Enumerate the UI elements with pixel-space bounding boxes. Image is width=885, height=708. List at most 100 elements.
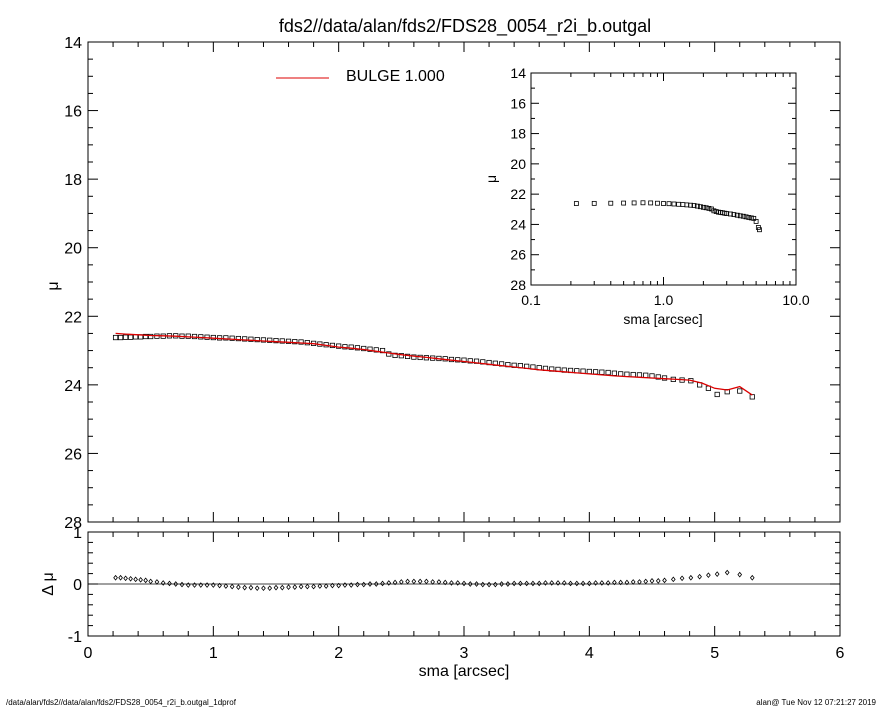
- main-data-point: [392, 352, 398, 358]
- main-data-point: [242, 336, 248, 342]
- inset-data-point: [737, 213, 743, 219]
- residual-data-point: [474, 581, 479, 587]
- inset-data-point: [573, 201, 579, 206]
- residual-data-point: [273, 584, 279, 591]
- inset-data-point: [694, 203, 700, 209]
- residual-data-point: [138, 577, 143, 583]
- residual-data-point: [286, 584, 291, 590]
- residual-data-point: [655, 578, 661, 584]
- residual-data-point: [637, 579, 642, 585]
- main-y-tick-label: 14: [64, 35, 82, 52]
- residual-data-point: [279, 584, 285, 591]
- inset-data-point: [734, 212, 740, 218]
- residual-data-point: [223, 583, 229, 589]
- residual-data-point: [449, 580, 454, 586]
- inset-data-point: [728, 211, 733, 217]
- inset-y-tick-label: 20: [510, 156, 526, 172]
- residual-data-point: [499, 581, 504, 587]
- residual-data-point: [749, 574, 755, 581]
- inset-panel: 14 16 18 20 22 24 26 280.1 1.0 10.0 μ sma [arcsec…: [483, 65, 810, 327]
- residual-data-point: [580, 580, 586, 587]
- residual-data-point: [380, 580, 385, 587]
- inset-data-point: [631, 200, 637, 206]
- residual-data-point: [192, 582, 197, 588]
- inset-data-point: [703, 205, 709, 211]
- main-data-point: [273, 338, 279, 344]
- main-data-point: [398, 353, 404, 359]
- residual-y-tick-label: -1: [68, 629, 82, 646]
- inset-data-point: [706, 205, 712, 211]
- main-y-tick-label: 16: [64, 104, 82, 121]
- main-data-point: [223, 335, 229, 341]
- residual-data-point: [330, 582, 335, 589]
- residual-data-point: [612, 579, 617, 586]
- inset-x-tick-label: 1.0: [654, 292, 674, 308]
- residual-data-point: [261, 585, 266, 591]
- main-y-tick-label: 26: [64, 446, 82, 463]
- residual-data-point: [455, 580, 461, 586]
- residual-data-point: [128, 575, 133, 582]
- footer-timestamp: alan@ Tue Nov 12 07:21:27 2019: [756, 698, 876, 707]
- residual-x-tick-label: 0: [84, 645, 93, 662]
- inset-data-markers: [573, 200, 762, 233]
- residual-data-point: [248, 584, 254, 591]
- residual-data-point: [236, 584, 241, 590]
- residual-data-point: [467, 581, 473, 587]
- residual-data-point: [355, 581, 360, 588]
- residual-data-point: [505, 581, 511, 587]
- residual-data-point: [211, 582, 216, 588]
- residual-data-point: [217, 582, 222, 589]
- residual-data-point: [123, 575, 128, 582]
- main-data-point: [267, 337, 273, 343]
- main-data-point: [235, 335, 241, 342]
- residual-data-point: [714, 571, 720, 577]
- residual-x-tick-label: 3: [460, 645, 469, 662]
- residual-data-point: [670, 576, 676, 583]
- residual-data-point: [486, 581, 492, 588]
- residual-data-point: [198, 582, 204, 588]
- inset-data-point: [688, 202, 693, 208]
- residual-data-point: [167, 580, 172, 587]
- residual-data-point: [679, 575, 685, 582]
- residual-data-point: [267, 585, 273, 591]
- residual-data-point: [154, 579, 160, 585]
- residual-data-point: [348, 582, 354, 588]
- main-data-point: [737, 388, 743, 394]
- inset-data-point: [743, 214, 749, 220]
- main-data-point: [373, 347, 379, 353]
- inset-data-point: [608, 200, 614, 206]
- inset-data-point: [648, 200, 654, 206]
- residual-data-point: [185, 582, 191, 588]
- residual-y-axis-label: Δ μ: [40, 572, 57, 595]
- residual-data-point: [118, 574, 123, 581]
- residual-x-tick-label: 2: [334, 645, 343, 662]
- main-data-point: [260, 337, 267, 343]
- residual-data-point: [160, 580, 166, 586]
- residual-x-tick-label: 4: [585, 645, 594, 662]
- main-data-point: [461, 357, 467, 363]
- inset-y-tick-label: 16: [510, 95, 526, 111]
- main-data-point: [348, 344, 354, 350]
- inset-data-point: [621, 200, 627, 206]
- residual-frame: [87, 531, 841, 637]
- residual-data-point: [618, 579, 623, 586]
- residual-data-point: [113, 574, 118, 581]
- inset-data-point: [640, 200, 646, 206]
- residual-data-point: [574, 580, 580, 587]
- residual-data-point: [292, 584, 298, 590]
- inset-y-tick-label: 14: [510, 65, 526, 81]
- main-y-axis-label: μ: [45, 281, 62, 290]
- residual-data-point: [405, 578, 410, 585]
- main-y-tick-label: 24: [64, 378, 82, 395]
- main-panel: 14 16 18 20 22 24 26 28 μ BULGE 1.000: [45, 35, 841, 532]
- main-data-point: [714, 391, 720, 398]
- residual-data-point: [143, 577, 148, 584]
- main-data-point: [455, 357, 461, 363]
- residual-data-point: [461, 580, 467, 587]
- residual-data-point: [662, 577, 667, 584]
- residual-x-axis-label: sma [arcsec]: [419, 663, 510, 680]
- inset-ticks: [530, 72, 797, 286]
- inset-data-point: [748, 215, 754, 221]
